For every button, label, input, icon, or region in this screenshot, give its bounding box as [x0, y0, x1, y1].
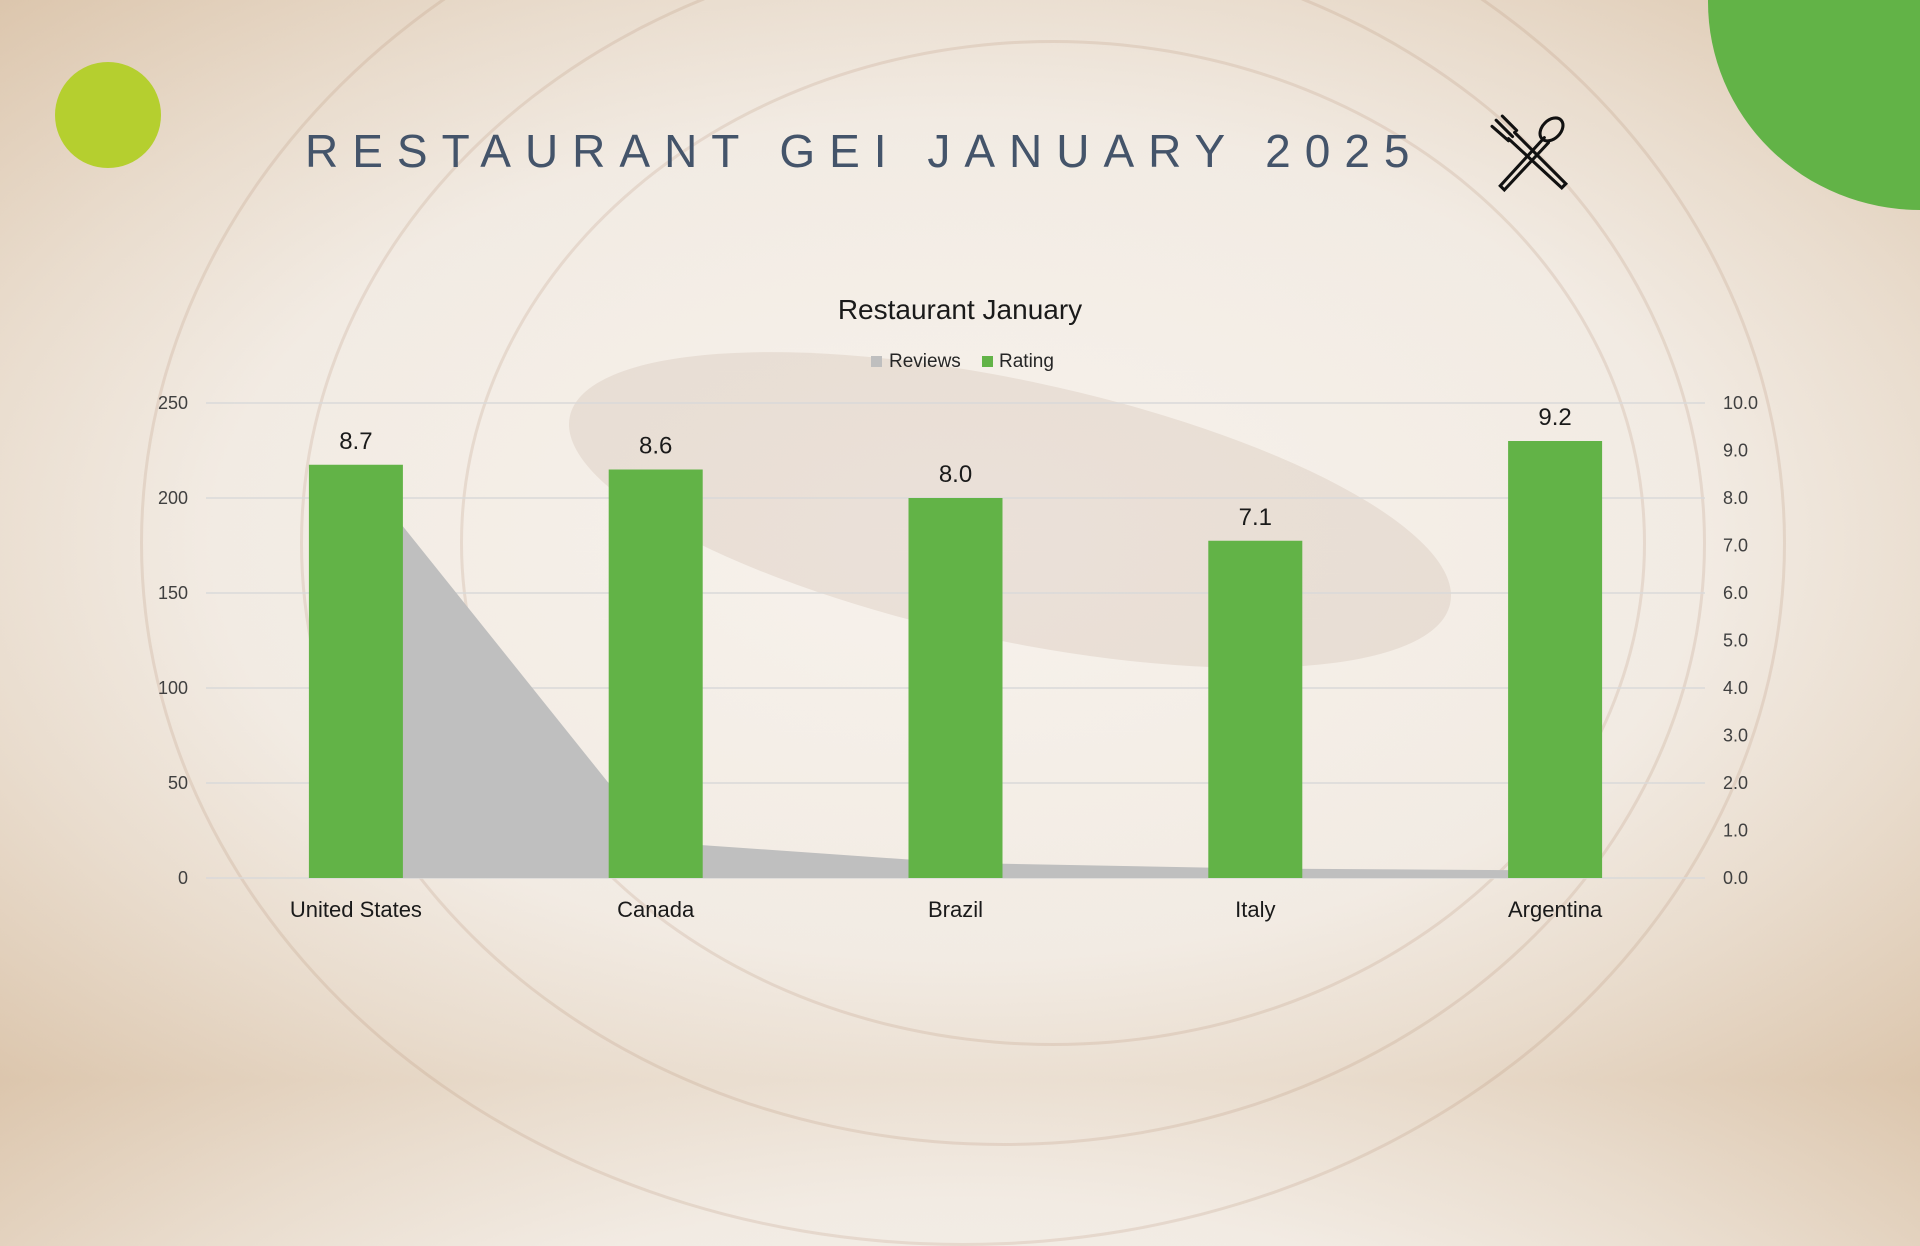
x-axis-label: United States	[290, 897, 422, 922]
y-right-tick: 1.0	[1723, 821, 1748, 841]
y-right-tick: 2.0	[1723, 773, 1748, 793]
rating-bar	[1508, 441, 1603, 878]
y-right-tick: 0.0	[1723, 868, 1748, 888]
y-left-tick: 0	[178, 868, 188, 888]
y-right-tick: 7.0	[1723, 536, 1748, 556]
y-right-tick: 3.0	[1723, 726, 1748, 746]
y-left-tick: 250	[158, 393, 188, 413]
y-right-tick: 4.0	[1723, 678, 1748, 698]
legend-reviews: Reviews	[889, 351, 961, 372]
x-axis-label: Argentina	[1508, 897, 1603, 922]
rating-data-label: 8.7	[339, 428, 372, 455]
legend-swatch-reviews	[871, 356, 882, 367]
rating-bar	[908, 498, 1003, 878]
rating-data-label: 8.6	[639, 433, 672, 460]
y-left-tick: 50	[168, 773, 188, 793]
y-right-tick: 5.0	[1723, 631, 1748, 651]
plate-ring	[460, 40, 1646, 1046]
x-axis-label: Brazil	[928, 897, 983, 922]
rating-bar	[608, 469, 703, 878]
rating-bar	[1208, 540, 1303, 878]
x-axis-label: Italy	[1235, 897, 1275, 922]
y-left-tick: 100	[158, 678, 188, 698]
x-axis-label: Canada	[617, 897, 695, 922]
y-right-tick: 8.0	[1723, 488, 1748, 508]
y-right-tick: 10.0	[1723, 393, 1758, 413]
legend-swatch-rating	[982, 356, 993, 367]
y-left-tick: 150	[158, 583, 188, 603]
legend-rating: Rating	[999, 351, 1054, 372]
y-right-tick: 6.0	[1723, 583, 1748, 603]
rating-bar	[308, 464, 403, 878]
rating-data-label: 9.2	[1538, 404, 1571, 431]
fork-spoon-crossed-icon	[1490, 114, 1569, 193]
y-right-tick: 9.0	[1723, 441, 1748, 461]
accent-dot	[55, 62, 161, 168]
y-left-tick: 200	[158, 488, 188, 508]
reviews-area	[355, 467, 1556, 878]
rating-data-label: 8.0	[939, 461, 972, 488]
legend: Reviews Rating	[871, 351, 1054, 372]
chart: 0 50 100 150 200 250 0.0 1.0 2.0 3.0 4.0 5.0 6.0 7.0 8…	[158, 294, 1758, 922]
chart-title: Restaurant January	[838, 294, 1082, 325]
slide-title: RESTAURANT GEI JANUARY 2025	[305, 125, 1424, 177]
rating-data-label: 7.1	[1239, 504, 1272, 531]
